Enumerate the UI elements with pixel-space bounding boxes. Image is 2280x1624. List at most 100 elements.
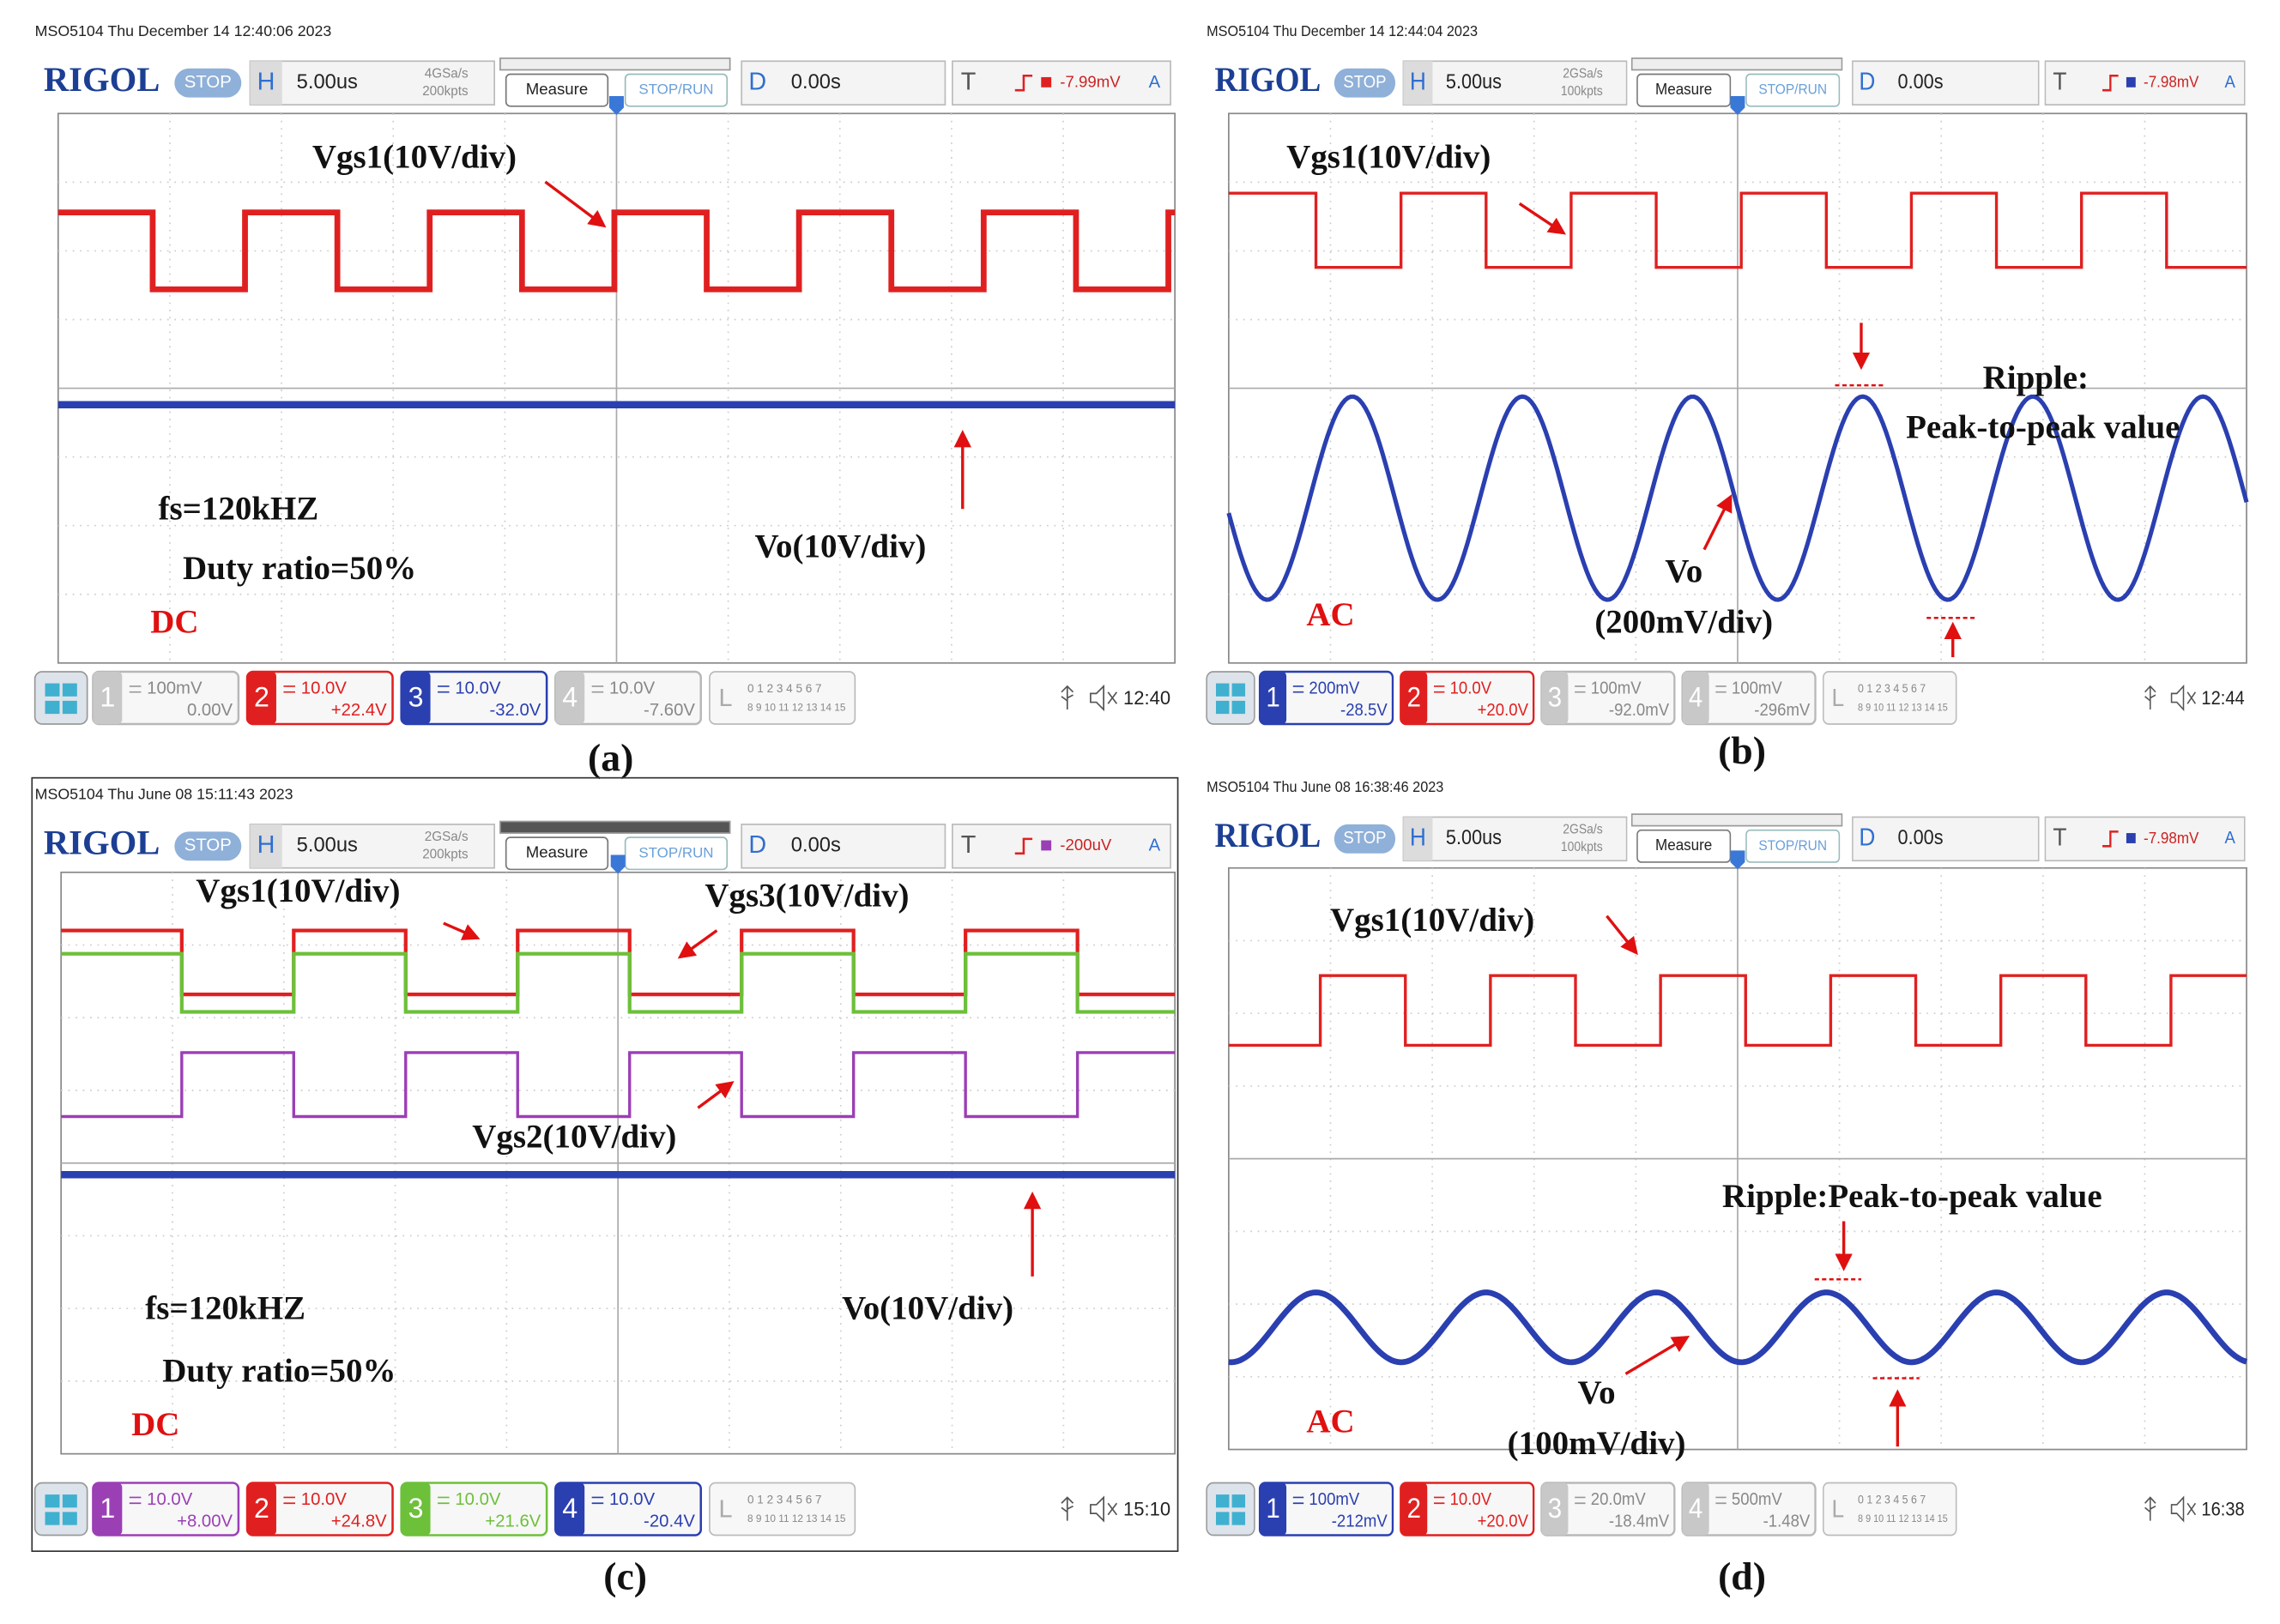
clock: 15:10 (1123, 1499, 1170, 1520)
menu-icon-cell (1215, 700, 1230, 715)
measure-label: Measure (526, 80, 588, 98)
annotation: Vgs3(10V/div) (705, 877, 909, 914)
menu-icon-cell (45, 1494, 60, 1508)
screen (57, 95, 1176, 664)
annotation: Duty ratio=50% (183, 550, 416, 587)
trigger-edge-icon (2102, 830, 2119, 848)
trigger-level: -7.98mV (2144, 829, 2198, 847)
measure-button (505, 836, 609, 871)
menu-icon-cell (45, 683, 60, 697)
t-box (2044, 60, 2246, 106)
la-digits: 0 1 2 3 4 5 6 7 (1858, 681, 1926, 695)
screen (60, 854, 1176, 1455)
channel-scale: 10.0V (301, 1490, 348, 1509)
menu-icon-cell (1215, 1494, 1230, 1508)
d-label: D (1859, 67, 1875, 94)
scope-chrome: MSO5104 Thu December 14 12:40:06 2023 RIG… (33, 22, 1171, 726)
speaker-icon (2170, 1495, 2197, 1523)
waveform (57, 209, 1176, 293)
h-cell (250, 824, 282, 868)
coupling-icon (129, 685, 142, 693)
annotation-arrow (1518, 202, 1566, 235)
trigger-marker (610, 854, 626, 874)
channel-offset: +20.0V (1478, 700, 1528, 720)
clock: 12:40 (1123, 687, 1170, 709)
channel-number-cell (247, 671, 276, 724)
measure-label: Measure (1655, 80, 1712, 98)
channel-number: 4 (1689, 1493, 1702, 1524)
memory-depth: 100kpts (1561, 841, 1603, 855)
channel-offset: -32.0V (489, 701, 541, 720)
la-digits-2: 8 9 10 11 12 13 14 15 (1858, 1514, 1948, 1525)
coupling-icon (1715, 1496, 1727, 1505)
sample-rate: 2GSa/s (1563, 67, 1602, 82)
coupling-icon (591, 685, 604, 693)
h-box (1402, 816, 1628, 862)
la-digits-2: 8 9 10 11 12 13 14 15 (1858, 703, 1948, 714)
menu-icon-cell (1231, 1494, 1246, 1508)
la-label: L (719, 685, 733, 712)
trigger-marker (609, 95, 624, 115)
coupling-icon (129, 1496, 142, 1505)
channel-number-cell (1260, 1482, 1287, 1536)
channel-offset: +24.8V (331, 1512, 387, 1531)
waveform (61, 951, 1176, 1014)
la-digits: 0 1 2 3 4 5 6 7 (747, 682, 822, 695)
h-cell (1403, 817, 1433, 861)
stoprun-button (624, 836, 729, 871)
h-label: H (1410, 823, 1426, 850)
channel-number-cell (555, 671, 585, 724)
h-box (1402, 60, 1628, 106)
trigger-mode: A (1149, 73, 1161, 92)
channel-scale: 10.0V (455, 679, 501, 698)
channel-number: 3 (408, 1493, 424, 1524)
usb-icon (2144, 1496, 2156, 1521)
t-box (2044, 816, 2246, 862)
coupling-icon (591, 1496, 604, 1505)
coupling-icon (1575, 1496, 1586, 1505)
channel-scale: 10.0V (1450, 1489, 1492, 1509)
annotation: Duty ratio=50% (162, 1352, 396, 1389)
channel-number-cell (1400, 1482, 1428, 1536)
menu-icon-cell (1231, 1512, 1246, 1525)
clock: 16:38 (2201, 1500, 2244, 1520)
channel-offset: -28.5V (1340, 700, 1388, 720)
channel-number-cell (1260, 671, 1287, 724)
h-label: H (257, 831, 275, 859)
caption: (b) (1718, 728, 1766, 772)
channel-scale: 10.0V (147, 1490, 193, 1509)
stoprun-label: STOP/RUN (1758, 82, 1827, 98)
d-label: D (748, 68, 766, 95)
channel-number-cell (401, 671, 431, 724)
scope-panel: MSO5104 Thu June 08 15:11:43 2023 RIGOL ST… (31, 776, 1179, 1553)
h-label: H (257, 68, 275, 95)
delay: 0.00s (791, 835, 841, 857)
coupling-icon (283, 1496, 295, 1505)
channel-scale: 100mV (147, 679, 203, 698)
menu-icon-cell (62, 700, 77, 715)
measure-button (1636, 829, 1732, 863)
d-label: D (748, 831, 766, 859)
coupling-icon (1433, 1496, 1445, 1505)
channel-offset: -212mV (1332, 1512, 1388, 1531)
annotation: Vo (1578, 1374, 1616, 1411)
menu-icon-cell (1215, 683, 1230, 697)
trigger-mode: A (1149, 836, 1161, 855)
caption: (a) (588, 736, 633, 780)
menu-icon-cell (1215, 1512, 1230, 1525)
annotation: Vo(10V/div) (754, 528, 926, 565)
menu-icon-cell (62, 1494, 77, 1508)
usb-icon (1061, 685, 1074, 710)
run-state-pill (174, 831, 242, 861)
menu-icon-cell (62, 683, 77, 697)
header: MSO5104 Thu June 08 15:11:43 2023 (35, 786, 293, 803)
annotation: (200mV/div) (1594, 604, 1773, 641)
h-cell (1403, 61, 1433, 106)
d-box (1852, 60, 2040, 106)
speaker-icon (1090, 684, 1118, 712)
channel-offset: +8.00V (177, 1512, 233, 1531)
trigger-source-icon (1041, 76, 1052, 88)
channel-number: 2 (254, 1493, 269, 1524)
channel-offset: -296mV (1754, 700, 1810, 720)
waveform (1226, 394, 2249, 602)
